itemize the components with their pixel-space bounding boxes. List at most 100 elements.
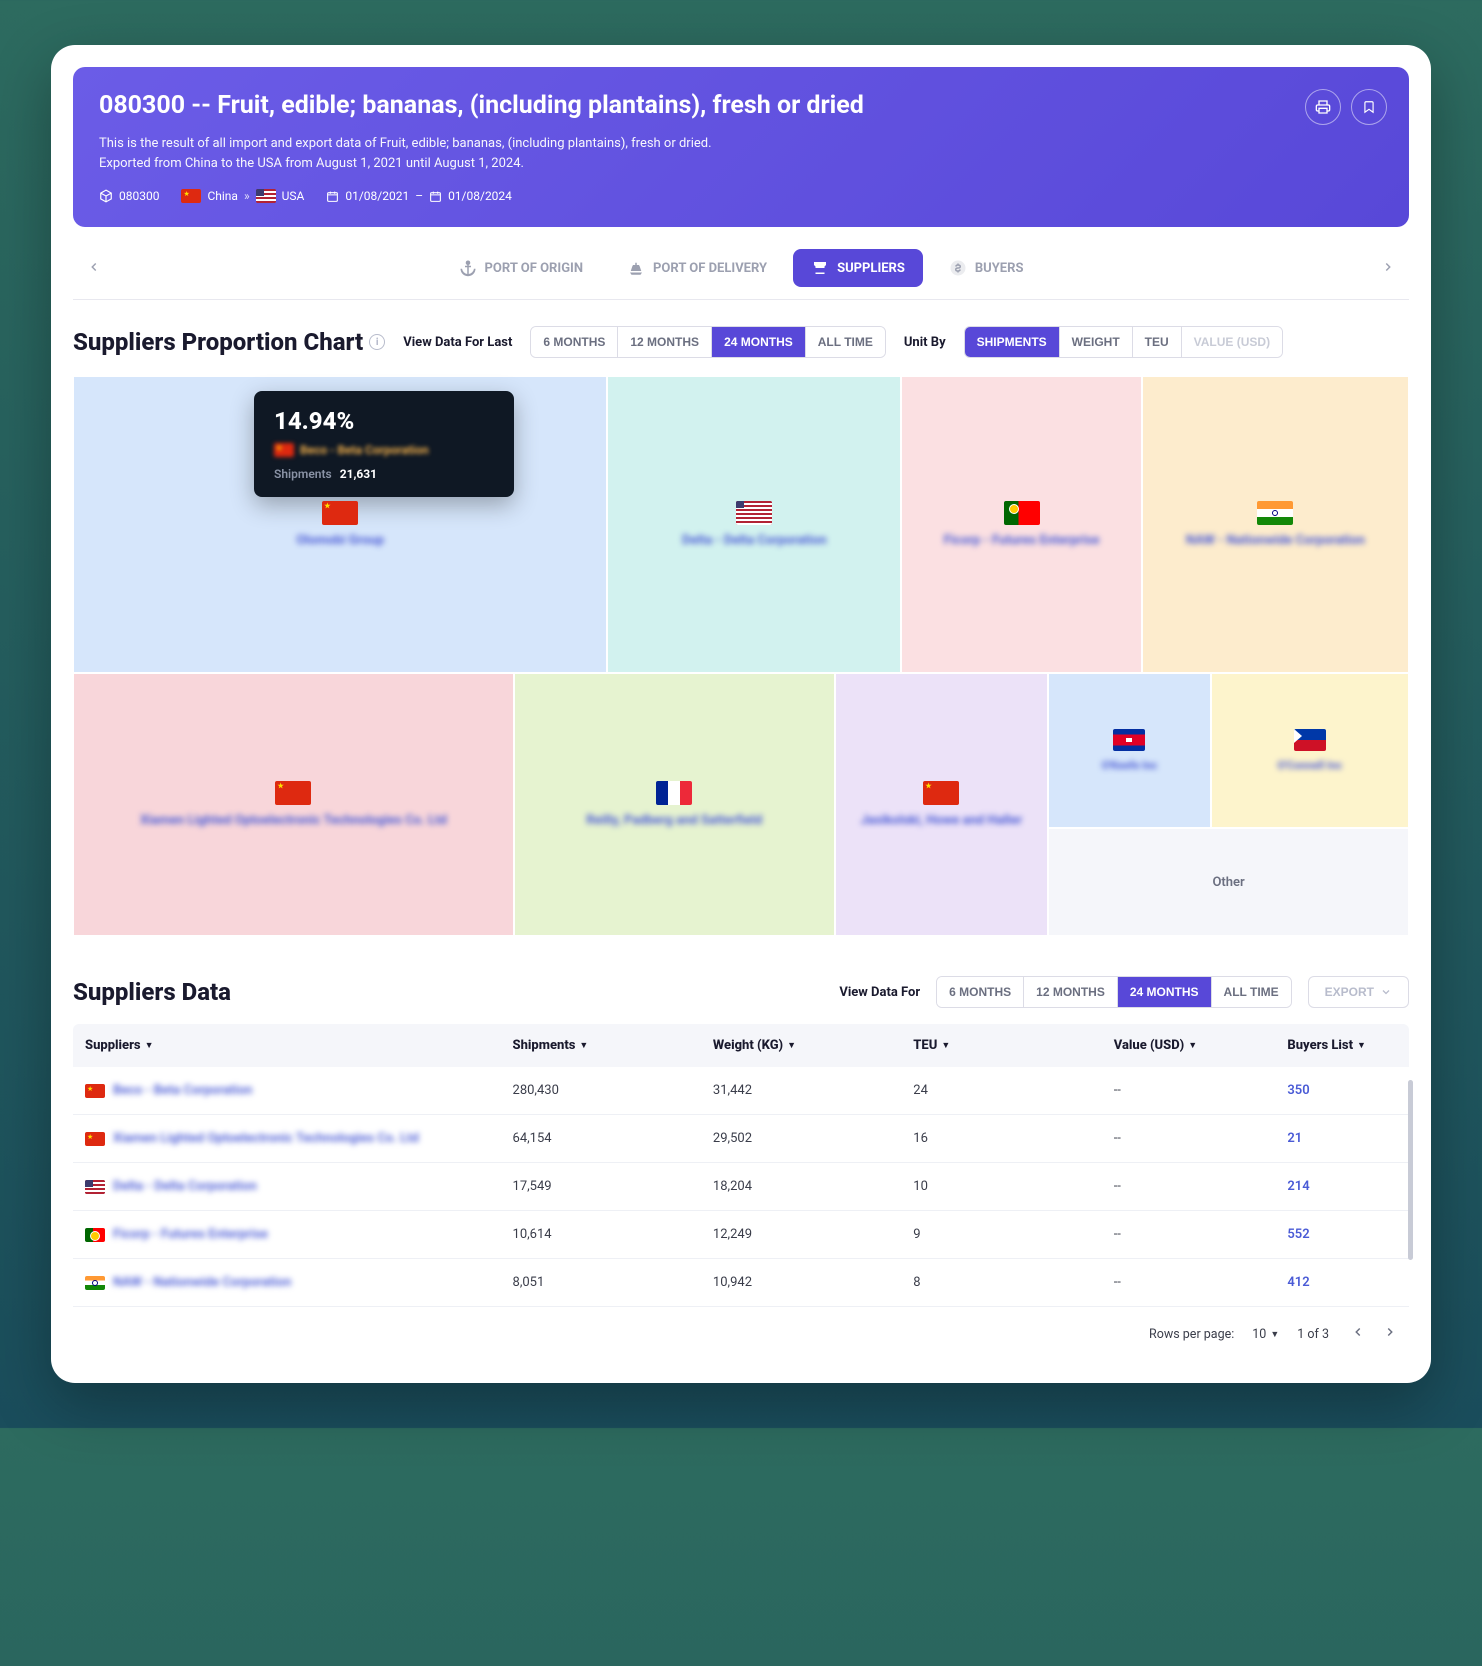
flag-cn-icon <box>322 501 358 525</box>
data-period-all[interactable]: ALL TIME <box>1212 977 1291 1007</box>
flag-in-icon <box>1257 501 1293 525</box>
unit-shipments[interactable]: SHIPMENTS <box>965 327 1060 357</box>
treemap-cell[interactable]: Xiamen Lighted Optoelectronic Technologi… <box>73 673 514 936</box>
export-button[interactable]: EXPORT <box>1308 976 1409 1008</box>
cell-supplier: Xiamen Lighted Optoelectronic Technologi… <box>73 1115 501 1162</box>
unit-value[interactable]: VALUE (USD) <box>1182 327 1282 357</box>
treemap-chart: 14.94% Beco - Beta Corporation Shipments… <box>73 376 1409 936</box>
period-all[interactable]: ALL TIME <box>806 327 885 357</box>
scrollbar[interactable] <box>1408 1080 1413 1260</box>
tooltip-name: Beco - Beta Corporation <box>274 443 494 457</box>
rpp-select[interactable]: 10▼ <box>1252 1327 1279 1342</box>
chevron-down-icon: ▼ <box>1270 1329 1279 1340</box>
cell-buyers-link[interactable]: 412 <box>1275 1259 1409 1306</box>
next-page-button[interactable] <box>1379 1321 1401 1347</box>
cell-buyers-link[interactable]: 21 <box>1275 1115 1409 1162</box>
data-period-6m[interactable]: 6 MONTHS <box>937 977 1024 1007</box>
flag-in-icon <box>85 1276 105 1290</box>
data-period-segmented: 6 MONTHS 12 MONTHS 24 MONTHS ALL TIME <box>936 976 1292 1008</box>
treemap-cell[interactable]: Delta - Delta Corporation <box>607 376 901 673</box>
col-suppliers[interactable]: Suppliers▼ <box>73 1024 501 1067</box>
treemap-cell[interactable]: O'Connell Inc <box>1211 673 1409 828</box>
pagination: Rows per page: 10▼ 1 of 3 <box>73 1307 1409 1361</box>
bookmark-button[interactable] <box>1351 89 1387 125</box>
data-period-12m[interactable]: 12 MONTHS <box>1024 977 1118 1007</box>
cell-buyers-link[interactable]: 214 <box>1275 1163 1409 1210</box>
flag-cn-icon <box>923 781 959 805</box>
treemap-cell[interactable]: Reilly, Padberg and Satterfield <box>514 673 835 936</box>
cell-value: -- <box>1102 1211 1276 1258</box>
treemap-cell[interactable]: O'Keefe Inc <box>1048 673 1210 828</box>
sort-icon: ▼ <box>145 1040 154 1051</box>
data-period-24m[interactable]: 24 MONTHS <box>1118 977 1212 1007</box>
col-shipments[interactable]: Shipments▼ <box>501 1024 701 1067</box>
treemap-cell[interactable]: NAW - Nationwide Corporation <box>1142 376 1409 673</box>
flag-cn-icon <box>274 443 294 457</box>
header-meta: 080300 China » USA 01/08/2021 – 01/08/20… <box>99 189 1383 203</box>
unit-teu[interactable]: TEU <box>1133 327 1182 357</box>
col-teu[interactable]: TEU▼ <box>901 1024 1101 1067</box>
cell-shipments: 10,614 <box>501 1211 701 1258</box>
chevron-down-icon <box>1380 986 1392 998</box>
table-row[interactable]: NAW - Nationwide Corporation8,05110,9428… <box>73 1259 1409 1307</box>
table-row[interactable]: Beco - Beta Corporation280,43031,44224--… <box>73 1067 1409 1115</box>
treemap-cell-other[interactable]: Other <box>1048 828 1409 936</box>
cell-buyers-link[interactable]: 552 <box>1275 1211 1409 1258</box>
flag-cn-icon <box>275 781 311 805</box>
page-title: 080300 -- Fruit, edible; bananas, (inclu… <box>99 91 1383 120</box>
tabs-next-button[interactable] <box>1375 253 1401 284</box>
table-row[interactable]: Xiamen Lighted Optoelectronic Technologi… <box>73 1115 1409 1163</box>
flag-us-icon <box>736 501 772 525</box>
page-position: 1 of 3 <box>1297 1327 1329 1342</box>
tab-port-delivery[interactable]: PORT OF DELIVERY <box>609 249 785 287</box>
period-segmented: 6 MONTHS 12 MONTHS 24 MONTHS ALL TIME <box>530 326 886 358</box>
app-card: 080300 -- Fruit, edible; bananas, (inclu… <box>51 45 1431 1383</box>
cell-teu: 16 <box>901 1115 1101 1162</box>
proportion-section: Suppliers Proportion Chart i View Data F… <box>73 300 1409 946</box>
tooltip-percent: 14.94% <box>274 407 494 435</box>
tab-suppliers[interactable]: SUPPLIERS <box>793 249 923 287</box>
cell-buyers-link[interactable]: 350 <box>1275 1067 1409 1114</box>
cell-weight: 18,204 <box>701 1163 901 1210</box>
proportion-head: Suppliers Proportion Chart i View Data F… <box>73 326 1409 358</box>
tabs-prev-button[interactable] <box>81 253 107 284</box>
cell-supplier: Beco - Beta Corporation <box>73 1067 501 1114</box>
period-12m[interactable]: 12 MONTHS <box>618 327 712 357</box>
meta-route: China » USA <box>181 189 304 203</box>
cell-weight: 31,442 <box>701 1067 901 1114</box>
sort-icon: ▼ <box>1188 1040 1197 1051</box>
dollar-icon <box>949 259 967 277</box>
prev-page-button[interactable] <box>1347 1321 1369 1347</box>
unit-label: Unit By <box>904 335 946 350</box>
cell-weight: 29,502 <box>701 1115 901 1162</box>
treemap-cell[interactable]: 14.94% Beco - Beta Corporation Shipments… <box>73 376 607 673</box>
chevron-right-icon <box>1381 260 1395 274</box>
anchor-icon <box>459 259 477 277</box>
sort-icon: ▼ <box>579 1040 588 1051</box>
treemap-cell[interactable]: Ficorp - Futures Enterprise <box>901 376 1141 673</box>
cell-weight: 10,942 <box>701 1259 901 1306</box>
col-weight[interactable]: Weight (KG)▼ <box>701 1024 901 1067</box>
period-24m[interactable]: 24 MONTHS <box>712 327 806 357</box>
tab-port-origin[interactable]: PORT OF ORIGIN <box>441 249 602 287</box>
tab-buyers[interactable]: BUYERS <box>931 249 1042 287</box>
pager-buttons <box>1347 1321 1401 1347</box>
print-icon <box>1315 99 1331 115</box>
cube-icon <box>99 189 113 203</box>
flag-pt-icon <box>85 1228 105 1242</box>
info-icon[interactable]: i <box>369 334 385 350</box>
flag-us-icon <box>256 189 276 203</box>
sort-icon: ▼ <box>1357 1040 1366 1051</box>
treemap-cell[interactable]: Jasikolski, Howe and Haller <box>835 673 1049 936</box>
calendar-icon <box>429 190 442 203</box>
print-button[interactable] <box>1305 89 1341 125</box>
col-value[interactable]: Value (USD)▼ <box>1102 1024 1276 1067</box>
period-6m[interactable]: 6 MONTHS <box>531 327 618 357</box>
col-buyers[interactable]: Buyers List▼ <box>1275 1024 1409 1067</box>
page-header: 080300 -- Fruit, edible; bananas, (inclu… <box>73 67 1409 227</box>
unit-weight[interactable]: WEIGHT <box>1060 327 1133 357</box>
table-row[interactable]: Ficorp - Futures Enterprise10,61412,2499… <box>73 1211 1409 1259</box>
table-row[interactable]: Delta - Delta Corporation17,54918,20410-… <box>73 1163 1409 1211</box>
flag-cn-icon <box>85 1084 105 1098</box>
flag-cn-icon <box>181 189 201 203</box>
